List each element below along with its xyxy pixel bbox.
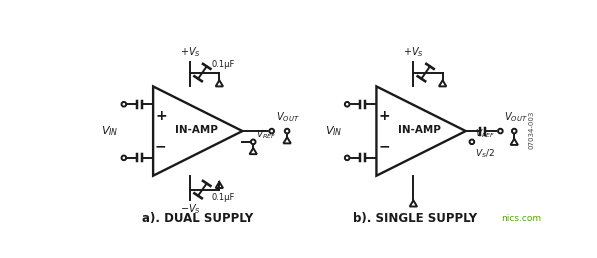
Circle shape xyxy=(498,129,503,133)
Circle shape xyxy=(285,129,290,133)
Text: 07034-003: 07034-003 xyxy=(528,110,534,149)
Text: −: − xyxy=(378,140,390,154)
Circle shape xyxy=(470,140,474,144)
Circle shape xyxy=(512,129,516,133)
Text: $V_{OUT}$: $V_{OUT}$ xyxy=(504,110,528,124)
Text: $+V_S$: $+V_S$ xyxy=(180,46,201,59)
Circle shape xyxy=(269,129,274,133)
Text: $V_{REF}$: $V_{REF}$ xyxy=(256,128,276,141)
Text: b). SINGLE SUPPLY: b). SINGLE SUPPLY xyxy=(353,212,477,225)
Text: −: − xyxy=(155,140,167,154)
Text: +: + xyxy=(155,109,167,123)
Circle shape xyxy=(345,156,349,160)
Text: nics.com: nics.com xyxy=(501,214,541,223)
Text: $V_{REF}$: $V_{REF}$ xyxy=(475,128,496,140)
Circle shape xyxy=(122,156,126,160)
Text: $V_{OUT}$: $V_{OUT}$ xyxy=(276,110,299,124)
Circle shape xyxy=(345,102,349,107)
Text: +: + xyxy=(378,109,390,123)
Text: IN-AMP: IN-AMP xyxy=(175,125,218,134)
Circle shape xyxy=(251,140,256,144)
Text: IN-AMP: IN-AMP xyxy=(398,125,441,134)
Text: 0.1μF: 0.1μF xyxy=(212,194,235,203)
Text: $V_{IN}$: $V_{IN}$ xyxy=(101,124,119,138)
Circle shape xyxy=(122,102,126,107)
Text: $V_S/2$: $V_S/2$ xyxy=(475,148,495,160)
Text: 0.1μF: 0.1μF xyxy=(212,60,235,69)
Text: $-V_S$: $-V_S$ xyxy=(180,203,201,216)
Text: $+V_S$: $+V_S$ xyxy=(403,46,424,59)
Text: a). DUAL SUPPLY: a). DUAL SUPPLY xyxy=(142,212,253,225)
Text: $V_{IN}$: $V_{IN}$ xyxy=(325,124,342,138)
